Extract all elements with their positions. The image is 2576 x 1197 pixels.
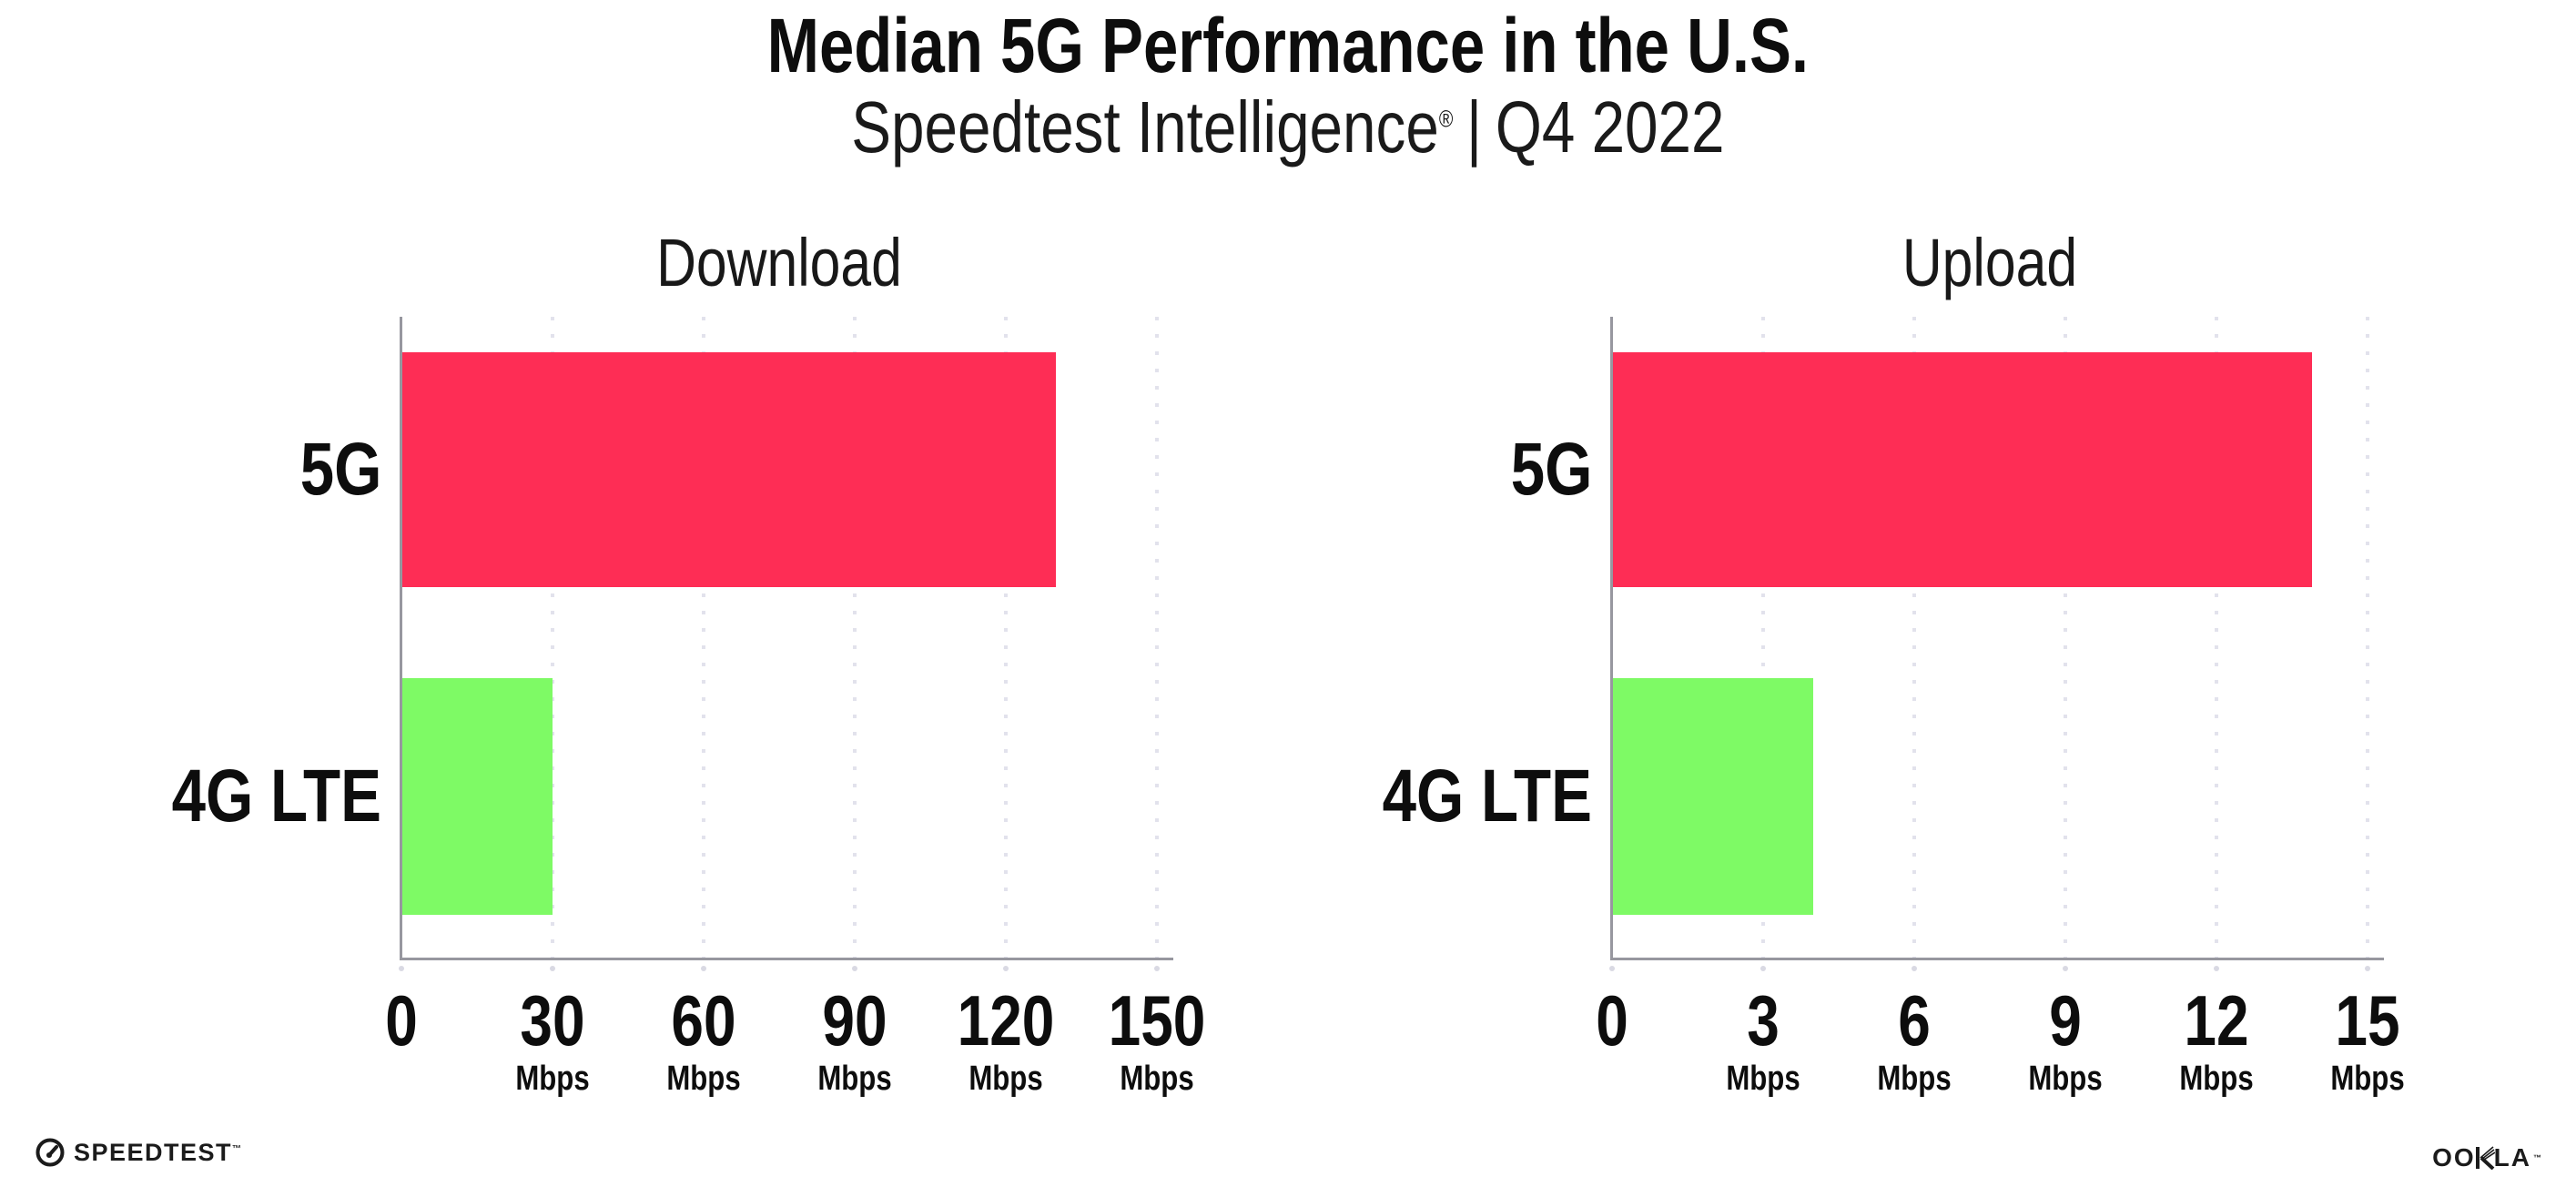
tick-mark-30 bbox=[550, 966, 555, 971]
x-tick-label-120: 120 Mbps bbox=[957, 980, 1055, 1099]
tick-mark-0 bbox=[399, 966, 404, 971]
x-tick-label-30: 30 Mbps bbox=[515, 980, 590, 1099]
tick-unit: Mbps bbox=[1120, 1059, 1194, 1098]
tick-mark-90 bbox=[852, 966, 857, 971]
subtitle-brand: Speedtest Intelligence bbox=[851, 86, 1439, 167]
y-label-5g: 5G bbox=[1510, 428, 1592, 511]
x-axis-line bbox=[400, 958, 1173, 960]
gridline-9 bbox=[2064, 317, 2067, 959]
x-tick-label-0: 0 bbox=[1596, 980, 1628, 1060]
tick-mark-60 bbox=[701, 966, 706, 971]
tick-value: 9 bbox=[2049, 980, 2082, 1060]
tick-value: 6 bbox=[1898, 980, 1931, 1060]
ookla-logo: OO LA ™ bbox=[2432, 1143, 2543, 1172]
x-tick-label-15: 15 Mbps bbox=[2330, 980, 2405, 1099]
gridline-60 bbox=[702, 317, 705, 959]
upload-plot-area: 5G 4G LTE 0 3 Mbps 6 Mbps 9 Mbps 12 Mbps 15 Mbps bbox=[1383, 317, 2405, 1098]
x-tick-label-6: 6 Mbps bbox=[1877, 980, 1952, 1099]
tick-unit: Mbps bbox=[515, 1059, 590, 1098]
tick-value: 0 bbox=[385, 980, 418, 1060]
tick-mark-6 bbox=[1912, 966, 1917, 971]
speedtest-logo: SPEEDTEST™ bbox=[35, 1137, 243, 1168]
ookla-tm-mark: ™ bbox=[2533, 1153, 2543, 1162]
tick-value: 12 bbox=[2184, 980, 2249, 1060]
speedtest-wordmark: SPEEDTEST™ bbox=[74, 1138, 243, 1166]
x-tick-label-0: 0 bbox=[385, 980, 418, 1060]
tick-mark-0 bbox=[1609, 966, 1615, 971]
x-tick-label-90: 90 Mbps bbox=[817, 980, 892, 1099]
tick-value: 3 bbox=[1747, 980, 1780, 1060]
tick-mark-120 bbox=[1003, 966, 1009, 971]
speedtest-gauge-icon bbox=[35, 1137, 66, 1168]
gridline-90 bbox=[853, 317, 857, 959]
tick-value: 30 bbox=[520, 980, 585, 1060]
bar-5g bbox=[401, 352, 1057, 587]
page-subtitle: Speedtest Intelligence® | Q4 2022 bbox=[0, 87, 2576, 167]
registered-mark: ® bbox=[1438, 107, 1454, 133]
tick-value: 0 bbox=[1596, 980, 1628, 1060]
tick-mark-15 bbox=[2365, 966, 2370, 971]
y-label-5g: 5G bbox=[299, 428, 381, 511]
download-plot-area: 5G 4G LTE 0 30 Mbps 60 Mbps 90 Mbps 120 Mbps 150 Mb… bbox=[172, 317, 1205, 1098]
speedtest-tm-mark: ™ bbox=[232, 1143, 243, 1154]
ookla-wordmark: OO LA ™ bbox=[2432, 1143, 2543, 1172]
tick-mark-3 bbox=[1760, 966, 1766, 971]
page-title: Median 5G Performance in the U.S. bbox=[766, 3, 1810, 88]
tick-value: 120 bbox=[957, 980, 1055, 1060]
y-label-4g-lte: 4G LTE bbox=[1382, 755, 1592, 837]
upload-chart: Upload 5G 4G LTE 0 3 Mbps 6 Mbps 9 Mbps 12 Mbps 15… bbox=[1383, 224, 2405, 1098]
subtitle-separator: | bbox=[1466, 86, 1483, 167]
upload-chart-title: Upload bbox=[1902, 225, 2078, 300]
y-axis-line bbox=[400, 317, 402, 960]
gridline-12 bbox=[2215, 317, 2218, 959]
tick-value: 150 bbox=[1108, 980, 1206, 1060]
tick-unit: Mbps bbox=[2179, 1059, 2254, 1098]
x-tick-label-3: 3 Mbps bbox=[1726, 980, 1800, 1099]
tick-unit: Mbps bbox=[2330, 1059, 2405, 1098]
tick-value: 90 bbox=[822, 980, 887, 1060]
tick-unit: Mbps bbox=[817, 1059, 892, 1098]
gridline-15 bbox=[2366, 317, 2369, 959]
x-tick-label-60: 60 Mbps bbox=[666, 980, 741, 1099]
download-chart-title: Download bbox=[656, 225, 902, 300]
gridline-6 bbox=[1912, 317, 1916, 959]
tick-mark-150 bbox=[1154, 966, 1160, 971]
tick-unit: Mbps bbox=[1877, 1059, 1952, 1098]
bar-5g bbox=[1612, 352, 2313, 587]
x-tick-label-9: 9 Mbps bbox=[2028, 980, 2103, 1099]
x-axis-line bbox=[1610, 958, 2384, 960]
ookla-k-icon bbox=[2475, 1146, 2495, 1170]
gridline-30 bbox=[551, 317, 554, 959]
bar-4g-lte bbox=[401, 678, 553, 915]
download-chart: Download 5G 4G LTE 0 30 Mbps 60 Mbps 90 Mbps 120… bbox=[172, 224, 1206, 1098]
y-label-4g-lte: 4G LTE bbox=[171, 755, 381, 837]
tick-unit: Mbps bbox=[969, 1059, 1043, 1098]
subtitle-period: Q4 2022 bbox=[1495, 86, 1725, 167]
tick-unit: Mbps bbox=[1726, 1059, 1800, 1098]
gridline-3 bbox=[1761, 317, 1765, 959]
tick-unit: Mbps bbox=[2028, 1059, 2103, 1098]
gridline-150 bbox=[1155, 317, 1159, 959]
x-tick-label-12: 12 Mbps bbox=[2179, 980, 2254, 1099]
tick-unit: Mbps bbox=[666, 1059, 741, 1098]
tick-mark-12 bbox=[2214, 966, 2219, 971]
y-axis-line bbox=[1610, 317, 1613, 960]
tick-value: 60 bbox=[671, 980, 736, 1060]
gridline-120 bbox=[1004, 317, 1008, 959]
bar-4g-lte bbox=[1612, 678, 1814, 915]
tick-value: 15 bbox=[2335, 980, 2400, 1060]
tick-mark-9 bbox=[2063, 966, 2068, 971]
x-tick-label-150: 150 Mbps bbox=[1108, 980, 1206, 1099]
